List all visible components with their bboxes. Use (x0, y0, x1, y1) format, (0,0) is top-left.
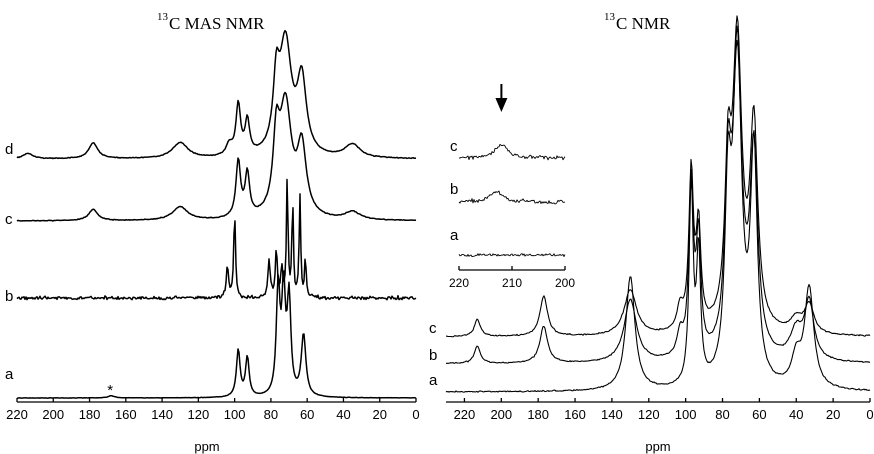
left-title-sup: 13 (157, 11, 169, 23)
right-tick-label: 120 (638, 407, 660, 422)
left-tick-label: 120 (188, 407, 210, 422)
arrow-down-icon (495, 84, 508, 112)
left-tick-label: 60 (300, 407, 314, 422)
left-x-label: ppm (194, 439, 219, 454)
left-tick-label: 40 (336, 407, 350, 422)
inset-tick-label: 220 (449, 276, 469, 290)
left-trace-a (17, 270, 417, 399)
left-trace-d (16, 29, 417, 160)
right-tick-label: 200 (490, 407, 512, 422)
left-title: C MAS NMR (169, 14, 265, 33)
inset-trace-labels: c b a (450, 138, 459, 244)
left-tick-label: 160 (115, 407, 137, 422)
left-traces (16, 29, 417, 399)
right-panel: 13 C NMR 220 200 180 160 140 120 100 80 60 40 20 0 … (429, 11, 874, 454)
right-tick-label: 180 (527, 407, 549, 422)
right-title-sup: 13 (604, 11, 616, 23)
arrow-head (495, 98, 508, 112)
right-tick-label: 160 (564, 407, 586, 422)
right-trace-a (445, 25, 871, 393)
left-tick-label: 200 (42, 407, 64, 422)
right-x-label: ppm (645, 439, 670, 454)
right-tick-label: 20 (826, 407, 840, 422)
left-trace-label-d: d (5, 141, 13, 158)
left-tick-label: 140 (151, 407, 173, 422)
right-trace-label-c: c (429, 320, 437, 337)
inset-trace-label-c: c (450, 138, 458, 155)
right-trace-labels: cba (429, 320, 438, 389)
inset-trace-b (458, 190, 566, 205)
right-tick-label: 220 (454, 407, 476, 422)
right-tick-label: 0 (866, 407, 873, 422)
left-tick-label: 20 (372, 407, 386, 422)
left-trace-label-b: b (5, 288, 13, 305)
inset-traces (458, 143, 566, 258)
inset-tick-label: 200 (555, 276, 575, 290)
left-tick-label: 180 (79, 407, 101, 422)
right-title: C NMR (616, 14, 671, 33)
right-trace-label-b: b (429, 347, 437, 364)
left-trace-b (16, 178, 417, 301)
left-x-ticks: 220 200 180 160 140 120 100 80 60 40 20 0 (6, 398, 420, 422)
inset-trace-label-b: b (450, 181, 458, 198)
right-tick-label: 40 (789, 407, 803, 422)
left-annotation-asterisk: * (107, 382, 113, 399)
inset-trace-a (458, 253, 566, 258)
right-tick-label: 80 (715, 407, 729, 422)
left-tick-label: 0 (412, 407, 419, 422)
left-tick-label: 80 (264, 407, 278, 422)
left-tick-label: 100 (224, 407, 246, 422)
inset-trace-c (458, 143, 566, 161)
right-traces (445, 15, 871, 393)
inset-trace-label-a: a (450, 227, 459, 244)
right-tick-label: 60 (752, 407, 766, 422)
right-trace-label-a: a (429, 372, 438, 389)
right-tick-label: 140 (601, 407, 623, 422)
inset-x-ticks: 220 210 200 (449, 266, 575, 290)
left-trace-labels: d c b a (5, 141, 14, 383)
left-trace-label-a: a (5, 366, 14, 383)
right-trace-b (445, 39, 871, 365)
right-x-ticks: 220 200 180 160 140 120 100 80 60 40 20 0 (454, 398, 874, 422)
left-panel: 13 C MAS NMR 220 200 180 160 140 120 100 80 60 40… (5, 11, 420, 454)
left-trace-c (16, 91, 417, 222)
right-tick-label: 100 (675, 407, 697, 422)
inset-tick-label: 210 (502, 276, 522, 290)
right-trace-c (445, 15, 871, 338)
left-trace-label-c: c (5, 211, 13, 228)
inset: 220 210 200 c b a (449, 84, 575, 290)
left-tick-label: 220 (6, 407, 28, 422)
